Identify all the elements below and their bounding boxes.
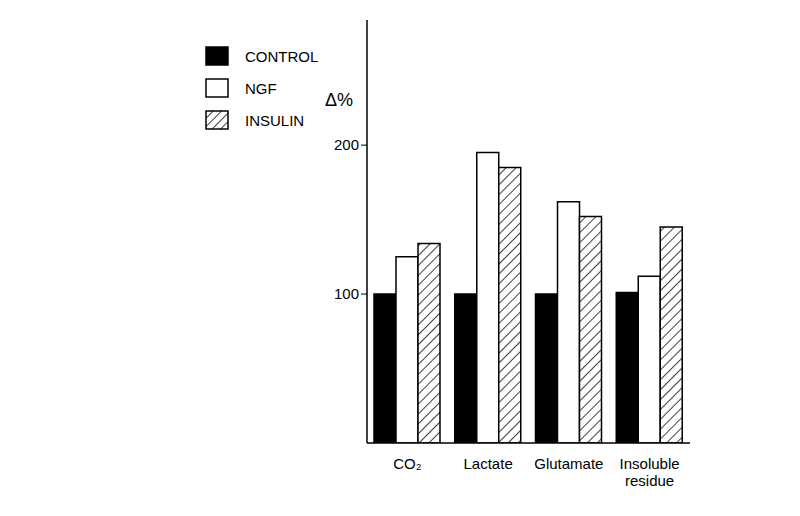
svg-text:Glutamate: Glutamate bbox=[534, 455, 603, 472]
html-text:NGF: NGF bbox=[245, 79, 277, 97]
svg-text:Lactate: Lactate bbox=[464, 455, 513, 472]
html-text:CONTROL: CONTROL bbox=[245, 47, 319, 65]
svg-text:Insolubleresidue: Insolubleresidue bbox=[620, 455, 680, 489]
svg-text:Δ%: Δ% bbox=[325, 90, 353, 110]
svg-text:CO₂: CO₂ bbox=[393, 455, 422, 472]
svg-text:200: 200 bbox=[334, 136, 359, 153]
svg-text:100: 100 bbox=[334, 285, 359, 302]
html-text:INSULIN: INSULIN bbox=[245, 111, 305, 129]
